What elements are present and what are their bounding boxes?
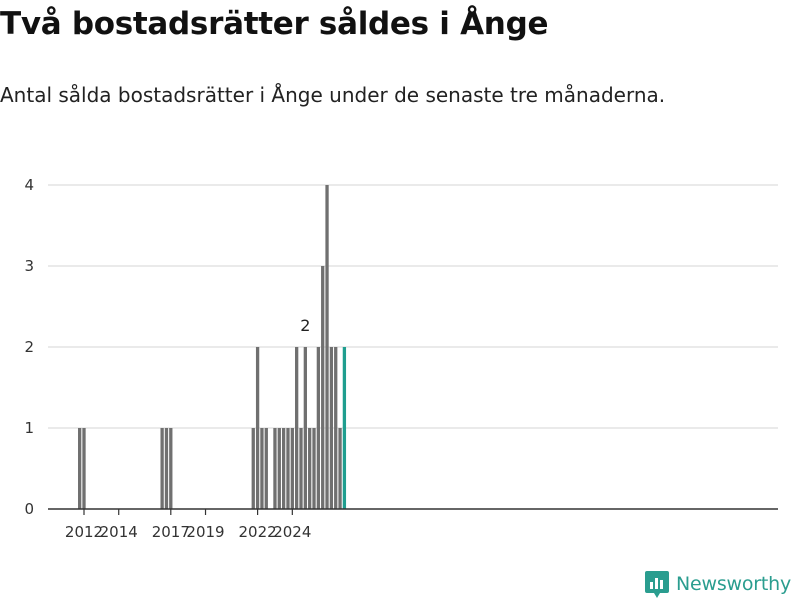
bar xyxy=(281,428,286,509)
gridlines xyxy=(48,184,778,429)
y-tick-label: 1 xyxy=(24,419,34,437)
bar xyxy=(303,347,307,509)
chart-subtitle: Antal sålda bostadsrätter i Ånge under d… xyxy=(0,83,666,107)
brand-logo: Newsworthy xyxy=(644,569,791,599)
bar-annotation-label: 2 xyxy=(300,316,310,335)
bar xyxy=(312,428,316,509)
bar xyxy=(160,428,164,509)
bar xyxy=(290,428,294,509)
chart-title: Två bostadsrätter såldes i Ånge xyxy=(0,6,549,42)
bar xyxy=(273,428,277,509)
brand-name: Newsworthy xyxy=(676,573,792,595)
y-tick-label: 3 xyxy=(24,257,34,275)
bar xyxy=(164,428,169,509)
bar xyxy=(260,428,264,509)
bar xyxy=(277,428,281,509)
x-tick-label: 2012 xyxy=(65,523,103,541)
bar xyxy=(321,266,325,509)
x-tick-label: 2024 xyxy=(273,523,311,541)
bar xyxy=(295,347,299,509)
bar xyxy=(325,185,329,509)
bar xyxy=(334,347,338,509)
y-tick-label: 4 xyxy=(24,176,34,194)
bar xyxy=(299,428,303,509)
x-tick-label: 2022 xyxy=(239,523,277,541)
x-tick-label: 2017 xyxy=(152,523,190,541)
bar xyxy=(251,428,255,509)
bar xyxy=(338,428,342,509)
newsworthy-logo-icon xyxy=(645,571,669,598)
bars xyxy=(78,185,347,509)
y-tick-label: 2 xyxy=(24,338,34,356)
x-tick-label: 2019 xyxy=(186,523,224,541)
bar xyxy=(308,428,312,509)
bar xyxy=(316,347,321,509)
bar xyxy=(264,428,268,509)
axes xyxy=(48,508,778,515)
bar xyxy=(169,428,173,509)
bar xyxy=(329,347,334,509)
x-tick-label: 2014 xyxy=(100,523,138,541)
bar xyxy=(78,428,82,509)
bar xyxy=(82,428,86,509)
y-tick-label: 0 xyxy=(24,500,34,518)
bar-highlight xyxy=(342,347,347,509)
bar xyxy=(286,428,290,509)
bar xyxy=(255,347,260,509)
